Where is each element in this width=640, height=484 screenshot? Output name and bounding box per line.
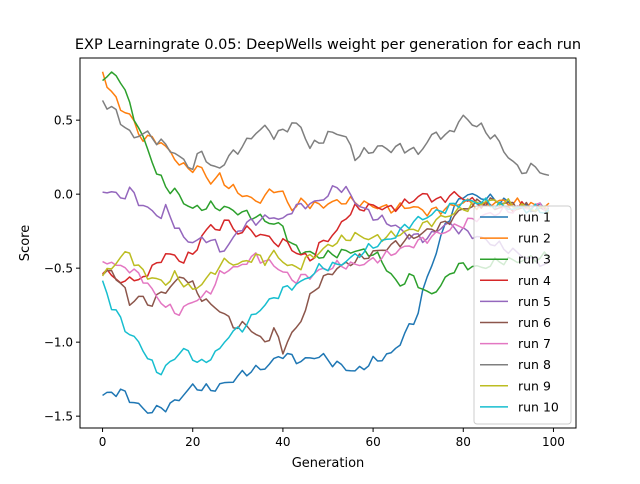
legend-label-run-3: run 3 [518,252,551,267]
legend: run 1 run 2 run 3 run 4 run 5 run 6 run 7 run 8… [473,205,572,425]
x-tick-label: 0 [99,435,107,449]
y-tick-label: −0.5 [44,262,73,276]
x-axis: 0 20 40 60 80 100 [99,428,565,449]
x-tick-label: 20 [185,435,200,449]
legend-label-run-4: run 4 [518,273,551,288]
x-tick-label: 80 [456,435,471,449]
legend-label-run-5: run 5 [518,294,551,309]
y-tick-label: −1.5 [44,410,73,424]
legend-label-run-10: run 10 [518,399,559,414]
y-tick-label: 0.5 [54,114,73,128]
y-axis: −1.5 −1.0 −0.5 0.0 0.5 [44,114,80,424]
legend-label-run-8: run 8 [518,357,551,372]
x-tick-label: 60 [365,435,380,449]
y-tick-label: −1.0 [44,336,73,350]
legend-label-run-1: run 1 [518,210,551,225]
legend-label-run-2: run 2 [518,231,551,246]
series-line-run-10 [101,197,550,376]
legend-label-run-6: run 6 [518,315,551,330]
chart-title: EXP Learningrate 0.05: DeepWells weight … [75,37,581,53]
x-tick-label: 100 [542,435,565,449]
legend-label-run-9: run 9 [518,378,551,393]
y-axis-label: Score [18,225,33,261]
series-line-run-8 [101,100,550,177]
x-tick-label: 40 [275,435,290,449]
plot-frame [79,57,577,429]
y-tick-label: 0.0 [54,188,73,202]
legend-box [473,205,572,425]
x-axis-label: Generation [292,456,365,471]
legend-label-run-7: run 7 [518,336,551,351]
series-line-run-1 [102,192,549,414]
series-line-run-4 [102,190,550,284]
